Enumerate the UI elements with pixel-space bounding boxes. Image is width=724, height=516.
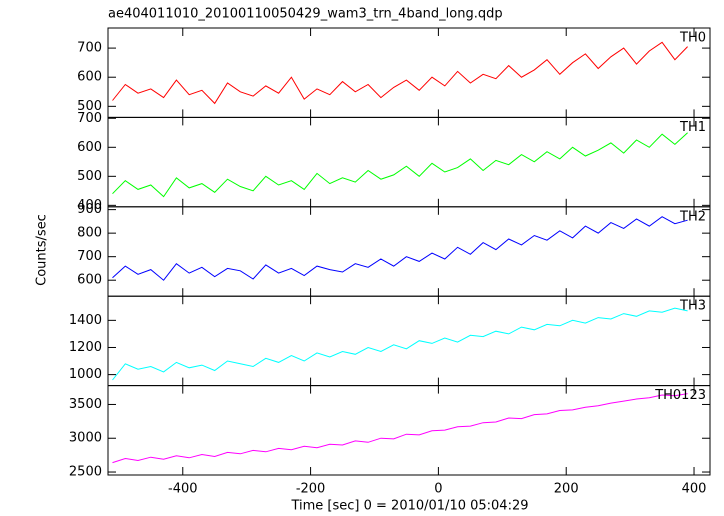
- y-tick-label: 500: [77, 169, 102, 184]
- y-tick-label: 600: [77, 273, 102, 288]
- y-tick-label: 600: [77, 140, 102, 155]
- panel-frame: [107, 27, 711, 118]
- y-tick-label: 1400: [69, 313, 102, 328]
- y-tick-label: 2500: [69, 465, 102, 480]
- y-tick-label: 600: [77, 70, 102, 85]
- y-tick-label: 800: [77, 226, 102, 241]
- y-tick-label: 500: [77, 99, 102, 114]
- y-tick-label: 1000: [69, 367, 102, 382]
- panel-frame: [107, 206, 711, 297]
- x-tick-label: 200: [554, 482, 579, 497]
- x-axis-label: Time [sec] 0 = 2010/01/10 05:04:29: [290, 499, 528, 514]
- x-tick-label: 0: [434, 482, 442, 497]
- y-tick-label: 700: [77, 249, 102, 264]
- y-tick-label: 700: [77, 41, 102, 56]
- y-tick-label: 3500: [69, 397, 102, 412]
- y-tick-label: 1200: [69, 340, 102, 355]
- x-tick-label: -400: [168, 482, 198, 497]
- x-tick-label: 400: [682, 482, 707, 497]
- y-axis-label: Counts/sec: [35, 214, 50, 286]
- series-label: TH1: [679, 120, 706, 135]
- y-tick-label: 400: [77, 198, 102, 213]
- series-label: TH3: [679, 299, 706, 314]
- series-label: TH2: [679, 209, 706, 224]
- panel-frame: [107, 385, 711, 476]
- chart-title: ae404011010_20100110050429_wam3_trn_4ban…: [108, 7, 503, 22]
- panel-frame: [107, 295, 711, 387]
- data-line: [112, 41, 688, 105]
- y-tick-label: 3000: [69, 431, 102, 446]
- data-line: [112, 132, 688, 198]
- data-line: [112, 307, 688, 381]
- series-label: TH0: [679, 31, 706, 46]
- y-tick-label: 700: [77, 111, 102, 126]
- y-tick-label: 900: [77, 202, 102, 217]
- series-label: TH0123: [654, 388, 706, 403]
- panel-frame: [107, 116, 711, 208]
- data-line: [112, 216, 688, 281]
- data-line: [112, 393, 688, 464]
- x-tick-label: -200: [296, 482, 326, 497]
